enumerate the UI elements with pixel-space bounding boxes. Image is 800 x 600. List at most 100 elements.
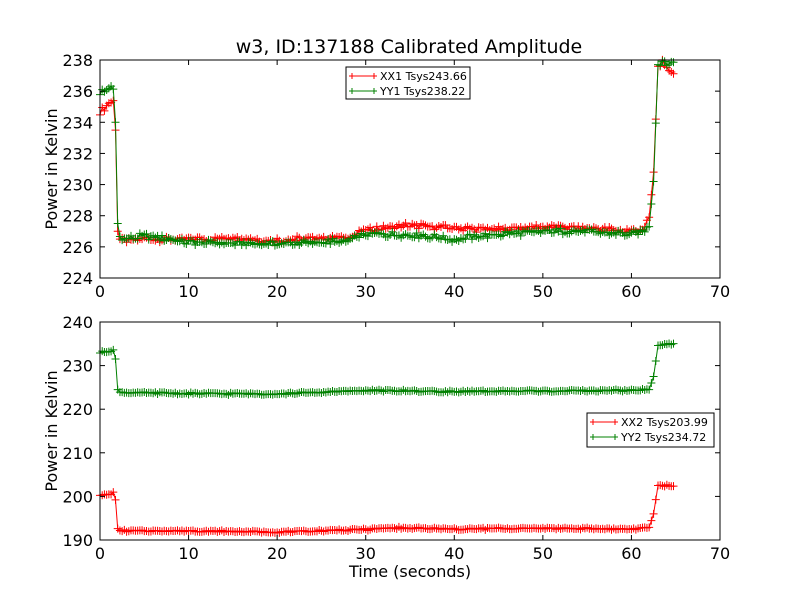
y-tick-label: 238 bbox=[62, 51, 93, 70]
data-point bbox=[541, 524, 550, 533]
data-point bbox=[184, 390, 193, 399]
data-point bbox=[600, 525, 609, 534]
chart-title: w3, ID:137188 Calibrated Amplitude bbox=[236, 36, 583, 58]
data-point bbox=[111, 495, 120, 504]
data-point bbox=[299, 526, 308, 535]
y-tick-label: 226 bbox=[62, 238, 93, 257]
data-point bbox=[667, 340, 676, 349]
data-point bbox=[645, 523, 654, 532]
data-point bbox=[640, 227, 649, 236]
data-point bbox=[647, 516, 656, 525]
data-point bbox=[146, 527, 155, 536]
plot-panel-2: 0 10 20 30 40 50 60 70 190 200 210 220 230 240 Power i… bbox=[42, 313, 730, 581]
data-point bbox=[332, 388, 341, 397]
data-point bbox=[321, 388, 330, 397]
data-point bbox=[149, 389, 158, 398]
data-point bbox=[109, 85, 118, 94]
data-point bbox=[583, 523, 592, 532]
legend-label: YY1 Tsys238.22 bbox=[379, 85, 465, 98]
series-line-yy2 bbox=[99, 342, 674, 396]
x-tick-label: 20 bbox=[267, 282, 287, 301]
y-tick-label: 232 bbox=[62, 144, 93, 163]
data-point bbox=[160, 388, 169, 397]
legend: XX2 Tsys203.99 YY2 Tsys234.72 bbox=[586, 412, 715, 448]
data-point bbox=[109, 345, 118, 354]
data-point bbox=[514, 387, 523, 396]
data-point bbox=[516, 231, 525, 240]
data-point bbox=[113, 219, 122, 228]
data-point bbox=[594, 387, 603, 396]
data-point bbox=[180, 527, 189, 536]
x-axis-label: Time (seconds) bbox=[348, 562, 471, 581]
data-point bbox=[379, 387, 388, 396]
data-point bbox=[649, 177, 658, 186]
data-point bbox=[399, 385, 408, 394]
data-point bbox=[142, 229, 151, 238]
data-point bbox=[563, 387, 572, 396]
data-point bbox=[120, 525, 129, 534]
legend-box bbox=[586, 412, 715, 448]
data-point bbox=[363, 526, 372, 535]
data-point bbox=[372, 525, 381, 534]
data-point bbox=[647, 200, 656, 209]
x-tick-label: 0 bbox=[95, 544, 105, 563]
y-tick-label: 228 bbox=[62, 207, 93, 226]
data-point bbox=[390, 524, 399, 533]
y-tick-label: 234 bbox=[62, 113, 93, 132]
legend-marker bbox=[590, 419, 596, 425]
x-tick-label: 70 bbox=[710, 282, 730, 301]
data-point bbox=[317, 389, 326, 398]
data-point bbox=[217, 526, 226, 535]
data-point bbox=[394, 522, 403, 531]
data-point bbox=[124, 527, 133, 536]
data-point bbox=[638, 226, 647, 235]
x-tick-label: 30 bbox=[356, 282, 376, 301]
y-tick-label: 220 bbox=[62, 400, 93, 419]
y-tick-label: 240 bbox=[62, 313, 93, 332]
x-tick-label: 10 bbox=[178, 282, 198, 301]
data-point bbox=[481, 229, 490, 238]
data-point bbox=[556, 224, 565, 233]
data-point bbox=[410, 233, 419, 242]
x-tick-label: 70 bbox=[710, 544, 730, 563]
data-point bbox=[468, 235, 476, 244]
data-point bbox=[107, 490, 116, 499]
legend-marker bbox=[612, 434, 618, 440]
legend: XX1 Tsys243.66 YY1 Tsys238.22 bbox=[345, 66, 471, 100]
data-point bbox=[164, 527, 173, 536]
y-tick-label: 210 bbox=[62, 444, 93, 463]
data-point bbox=[344, 526, 352, 535]
data-point bbox=[662, 480, 671, 489]
data-point bbox=[443, 235, 452, 244]
legend-marker bbox=[371, 88, 377, 94]
data-point bbox=[634, 230, 643, 239]
data-point bbox=[658, 341, 667, 350]
data-point bbox=[259, 390, 268, 399]
data-point bbox=[109, 488, 118, 497]
data-point bbox=[503, 524, 512, 533]
data-point bbox=[414, 523, 423, 532]
data-point bbox=[543, 386, 552, 395]
legend-marker bbox=[349, 73, 355, 79]
data-point bbox=[111, 355, 120, 364]
y-tick-label: 200 bbox=[62, 487, 93, 506]
data-point bbox=[357, 525, 366, 534]
data-point bbox=[335, 525, 344, 534]
y-tick-label: 224 bbox=[62, 269, 93, 288]
x-tick-label: 50 bbox=[533, 544, 553, 563]
data-point bbox=[651, 357, 660, 366]
data-point bbox=[138, 526, 147, 535]
data-point bbox=[631, 525, 640, 534]
data-point bbox=[645, 213, 654, 222]
data-point bbox=[392, 222, 401, 231]
data-point bbox=[419, 220, 428, 229]
data-point bbox=[111, 118, 120, 127]
data-point bbox=[669, 482, 678, 491]
series-markers-xx2 bbox=[96, 480, 678, 537]
data-point bbox=[113, 227, 122, 236]
data-point bbox=[647, 190, 656, 199]
data-point bbox=[224, 390, 233, 399]
data-point bbox=[220, 240, 228, 249]
data-point bbox=[432, 387, 441, 396]
data-point bbox=[647, 379, 656, 388]
